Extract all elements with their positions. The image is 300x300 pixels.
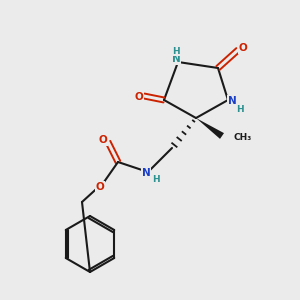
Text: O: O <box>96 182 104 192</box>
Text: CH₃: CH₃ <box>234 134 252 142</box>
Text: H: H <box>152 176 160 184</box>
Text: O: O <box>99 135 107 145</box>
Text: N: N <box>228 96 236 106</box>
Text: H: H <box>172 46 180 56</box>
Text: O: O <box>238 43 247 53</box>
Text: H: H <box>236 104 244 113</box>
Text: O: O <box>135 92 143 102</box>
Polygon shape <box>196 118 224 139</box>
Text: N: N <box>172 54 180 64</box>
Text: N: N <box>142 168 150 178</box>
